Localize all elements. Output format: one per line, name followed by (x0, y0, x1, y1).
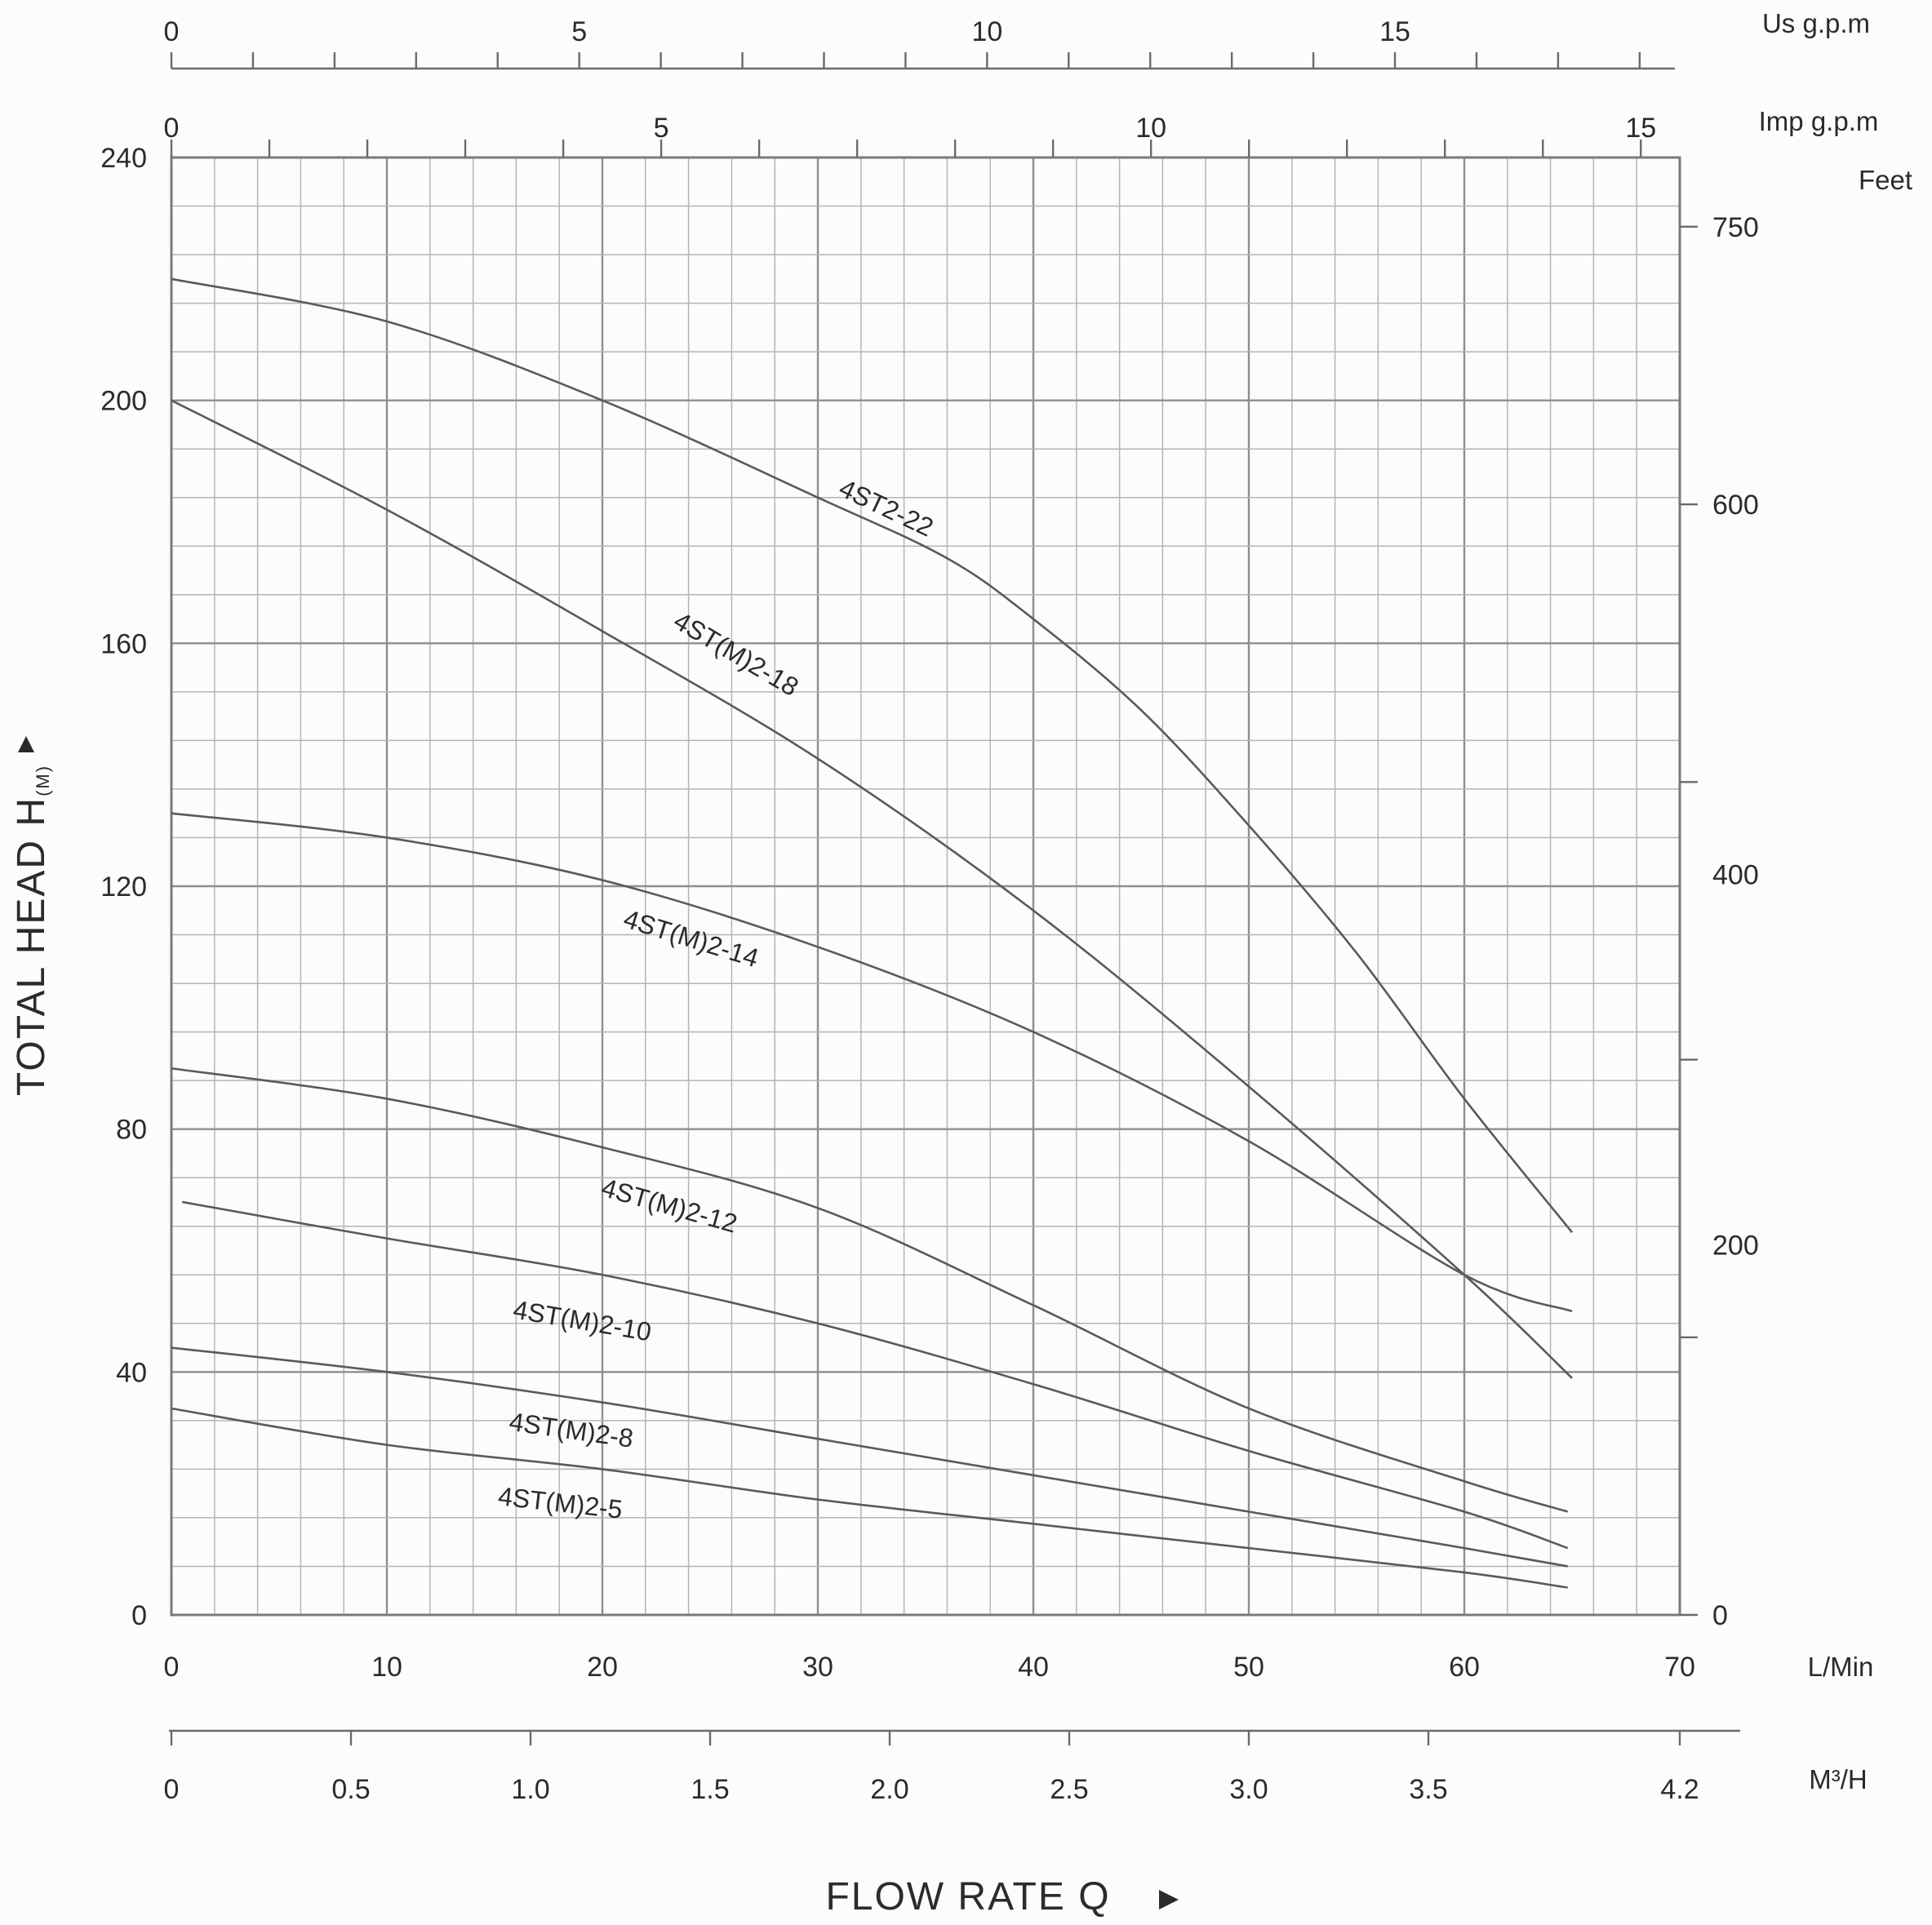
feet-tick-label: 0 (1712, 1600, 1728, 1631)
m3h-tick-label: 3.0 (1229, 1774, 1268, 1805)
y-axis-title-sub: (M) (33, 765, 53, 796)
us-gpm-tick-label: 10 (971, 16, 1002, 47)
series-line-4 (181, 1200, 1569, 1550)
m3h-tick-label: 4.2 (1660, 1774, 1699, 1805)
series-line-6 (171, 1407, 1568, 1589)
feet-tick-label: 750 (1712, 212, 1759, 243)
x-tick-label: 30 (802, 1652, 833, 1683)
series-line-2 (171, 812, 1573, 1313)
y-tick-label: 200 (100, 386, 147, 417)
series-line-1 (171, 399, 1573, 1379)
series-line-3 (171, 1067, 1569, 1513)
x-tick-label: 70 (1664, 1652, 1695, 1683)
m3h-tick-label: 2.0 (870, 1774, 908, 1805)
y-axis-title: TOTAL HEAD H(M) (10, 765, 53, 1096)
feet-tick-label: 400 (1712, 860, 1759, 891)
imp-gpm-tick-label: 15 (1625, 113, 1656, 144)
plot-frame (170, 156, 1681, 1617)
x-unit-label: L/Min (1808, 1652, 1874, 1682)
y-tick-label: 120 (100, 872, 147, 903)
imp-gpm-tick-label: 10 (1135, 113, 1166, 144)
y-tick-label: 240 (100, 143, 147, 174)
x-tick-label: 20 (587, 1652, 618, 1683)
imp-gpm-tick-label: 0 (164, 113, 180, 144)
y-tick-label: 160 (100, 628, 147, 659)
labels: 4ST2-224ST(M)2-184ST(M)2-144ST(M)2-124ST… (10, 8, 1912, 1918)
m3h-tick-label: 0.5 (331, 1774, 370, 1805)
grid (170, 156, 1681, 1617)
y-tick-label: 0 (131, 1600, 147, 1631)
series-label: 4ST(M)2-10 (511, 1294, 653, 1346)
m3h-tick-label: 1.5 (691, 1774, 729, 1805)
us-gpm-tick-label: 0 (164, 16, 180, 47)
series-line-5 (171, 1346, 1568, 1568)
us-gpm-tick-label: 5 (571, 16, 587, 47)
y-axis-arrow-icon (18, 736, 34, 752)
y-tick-label: 40 (116, 1357, 147, 1388)
feet-tick-label: 600 (1712, 490, 1759, 521)
x-tick-label: 40 (1018, 1652, 1049, 1683)
m3h-tick-label: 2.5 (1050, 1774, 1088, 1805)
feet-unit-label: Feet (1859, 165, 1912, 195)
axes (169, 52, 1740, 1745)
y-tick-label: 80 (116, 1115, 147, 1146)
x-axis-arrow-icon (1159, 1890, 1179, 1909)
x-tick-label: 50 (1233, 1652, 1264, 1683)
feet-tick-label: 200 (1712, 1230, 1759, 1261)
series-label: 4ST2-22 (835, 473, 938, 543)
series-label: 4ST(M)2-14 (620, 903, 762, 973)
x-tick-label: 10 (371, 1652, 402, 1683)
m3h-tick-label: 3.5 (1409, 1774, 1447, 1805)
series-label: 4ST(M)2-12 (598, 1173, 740, 1239)
y-axis-title-main: TOTAL HEAD H (10, 796, 53, 1096)
imp-gpm-unit-label: Imp g.p.m (1759, 106, 1879, 136)
x-axis-title: FLOW RATE Q (825, 1875, 1110, 1918)
us-gpm-unit-label: Us g.p.m (1762, 8, 1870, 38)
x-tick-label: 0 (164, 1652, 180, 1683)
series-label: 4ST(M)2-8 (508, 1407, 635, 1453)
m3h-unit-label: M³/H (1809, 1764, 1867, 1794)
curves (171, 277, 1574, 1589)
imp-gpm-tick-label: 5 (654, 113, 669, 144)
m3h-tick-label: 1.0 (511, 1774, 549, 1805)
x-tick-label: 60 (1449, 1652, 1480, 1683)
us-gpm-tick-label: 15 (1379, 16, 1410, 47)
series-line-0 (171, 277, 1574, 1233)
m3h-tick-label: 0 (164, 1774, 180, 1805)
